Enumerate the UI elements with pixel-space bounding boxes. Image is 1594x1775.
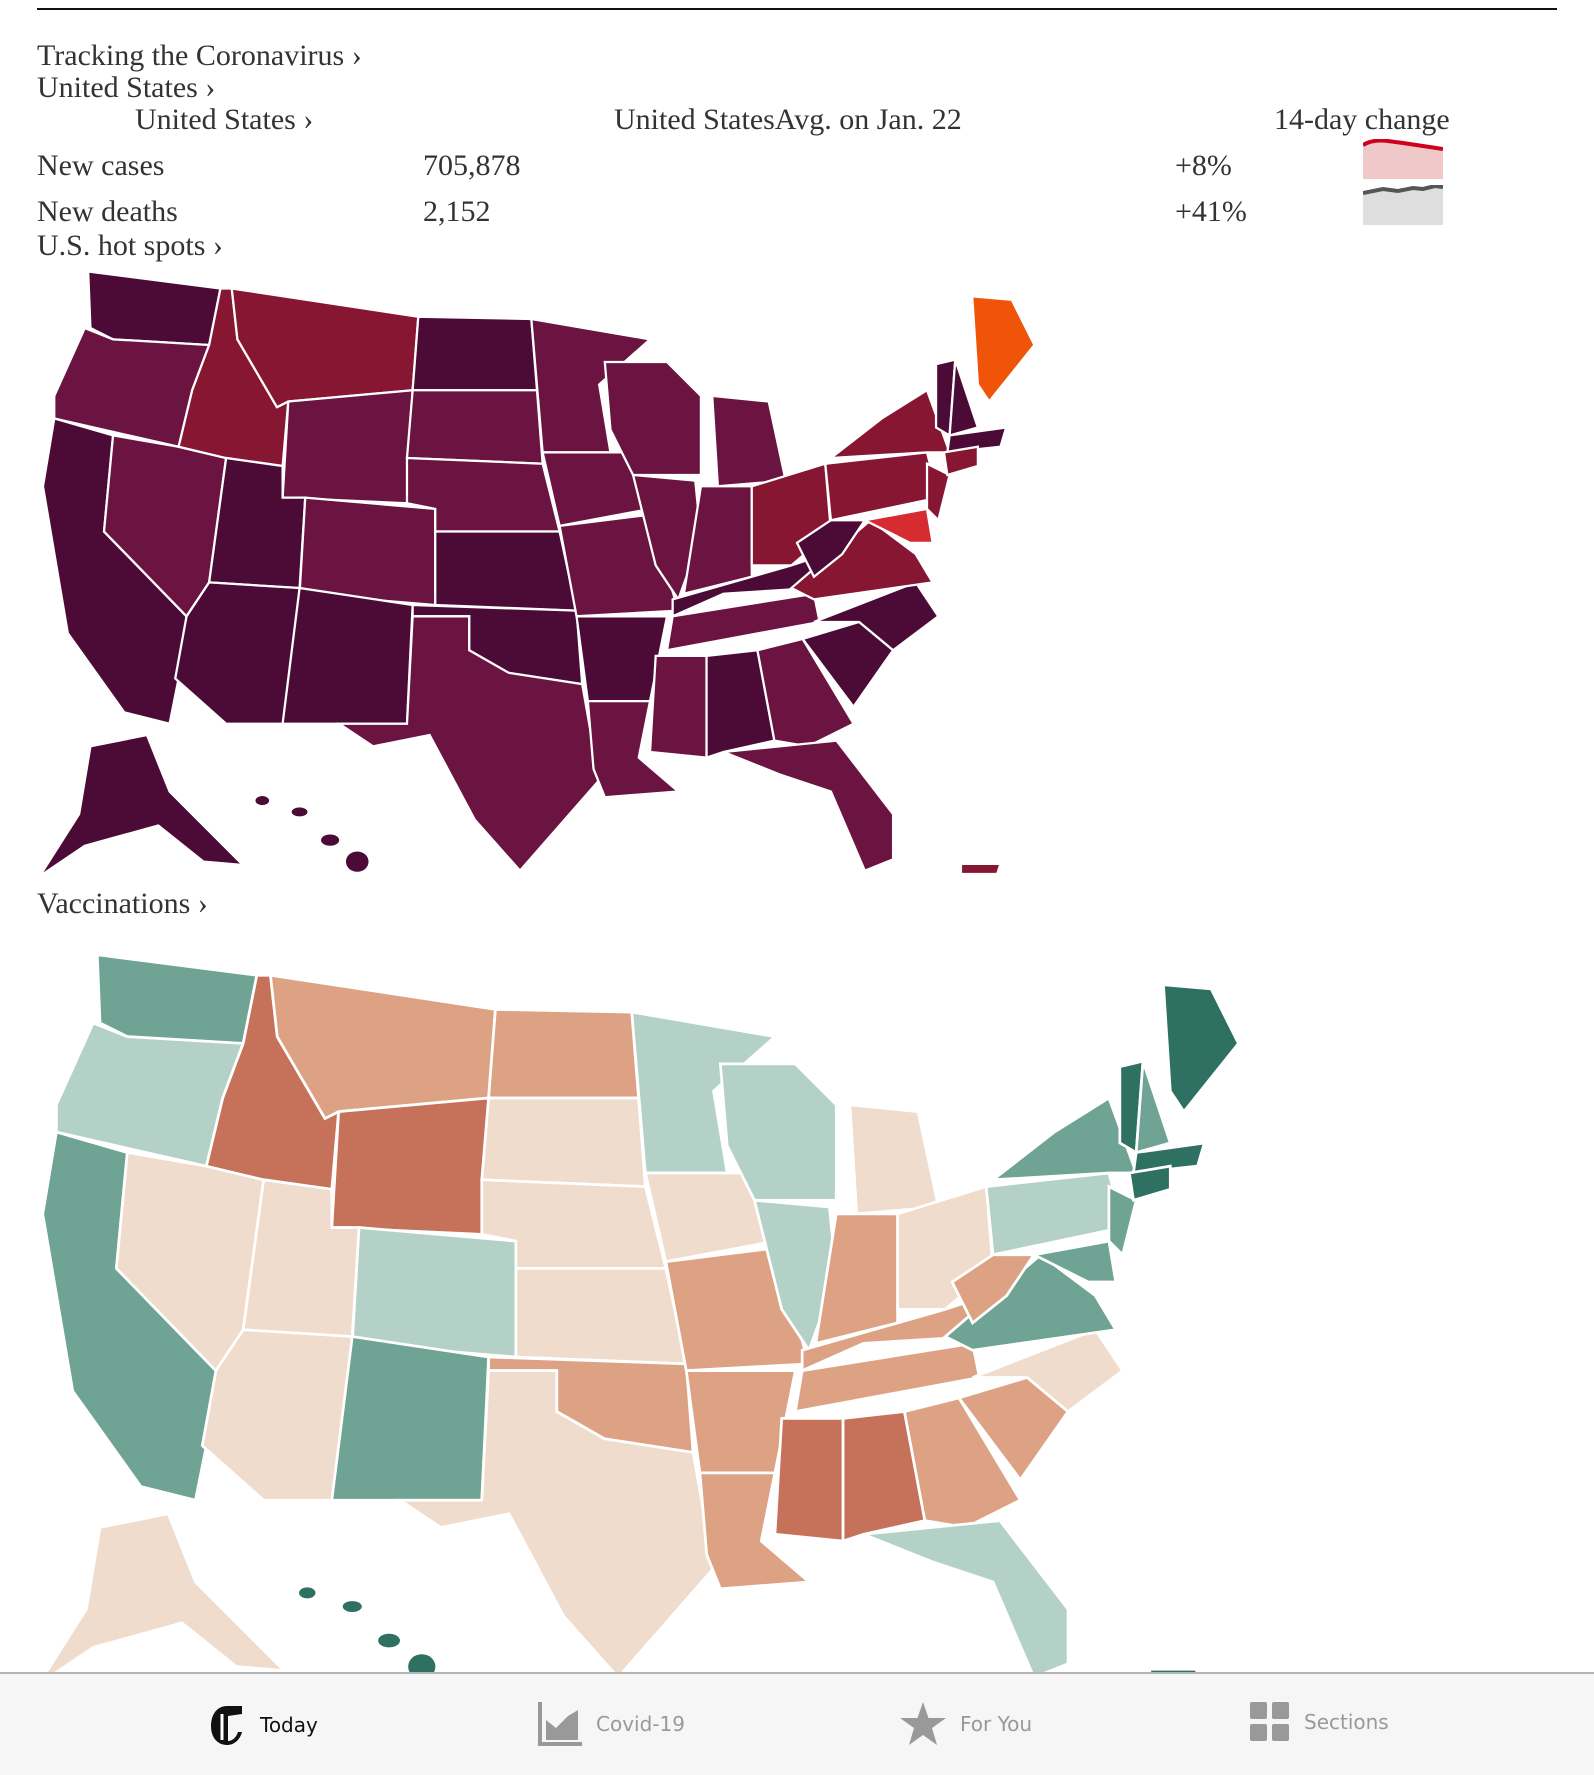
- state-wv[interactable]: [795, 519, 867, 579]
- state-wa[interactable]: [95, 953, 259, 1045]
- state-mn[interactable]: [630, 1010, 778, 1175]
- state-hi[interactable]: [255, 796, 270, 806]
- state-hi[interactable]: [299, 1587, 316, 1599]
- state-ny[interactable]: [827, 388, 952, 460]
- state-nd[interactable]: [411, 315, 539, 392]
- state-me[interactable]: [971, 295, 1036, 404]
- new-cases-value: 705,878: [423, 149, 521, 182]
- state-wa[interactable]: [86, 270, 222, 347]
- state-hi[interactable]: [378, 1633, 400, 1648]
- state-nm[interactable]: [330, 1335, 491, 1502]
- state-nj[interactable]: [925, 461, 951, 523]
- state-ks[interactable]: [434, 530, 578, 612]
- state-nh[interactable]: [1134, 1060, 1173, 1155]
- tab-covid[interactable]: Covid-19: [538, 1702, 685, 1746]
- hotspots-map[interactable]: [38, 270, 1036, 878]
- state-hi[interactable]: [321, 834, 340, 846]
- state-la[interactable]: [586, 699, 682, 799]
- grid-icon: [1250, 1702, 1289, 1741]
- tab-for-you[interactable]: For You: [900, 1702, 1032, 1746]
- state-ms[interactable]: [648, 654, 708, 759]
- state-hi[interactable]: [345, 851, 369, 872]
- state-hi[interactable]: [291, 807, 308, 817]
- new-deaths-sparkline: [1363, 185, 1443, 225]
- state-fl[interactable]: [863, 1519, 1070, 1680]
- state-al[interactable]: [705, 648, 776, 760]
- table-head-avg: United StatesAvg. on Jan. 22: [614, 103, 962, 136]
- star-icon: [900, 1702, 946, 1745]
- state-ma[interactable]: [1131, 1141, 1207, 1175]
- hotspots-link[interactable]: U.S. hot spots ›: [37, 229, 223, 262]
- state-co[interactable]: [350, 1226, 518, 1359]
- tab-for-you-label: For You: [960, 1712, 1033, 1736]
- state-al[interactable]: [841, 1410, 927, 1543]
- new-deaths-change: +41%: [1175, 195, 1247, 228]
- state-ct[interactable]: [942, 445, 980, 477]
- tab-today-label: Today: [260, 1713, 318, 1737]
- state-ct[interactable]: [1127, 1164, 1172, 1202]
- state-ak[interactable]: [37, 1512, 288, 1686]
- state-fl[interactable]: [723, 739, 895, 873]
- state-az[interactable]: [174, 581, 301, 725]
- state-ny[interactable]: [988, 1095, 1139, 1182]
- chart-icon: [538, 1702, 582, 1746]
- state-ms[interactable]: [773, 1417, 845, 1543]
- state-mi[interactable]: [848, 1103, 941, 1216]
- state-nc[interactable]: [813, 581, 940, 652]
- state-sd[interactable]: [405, 389, 544, 465]
- state-wi[interactable]: [718, 1062, 838, 1202]
- state-hi[interactable]: [342, 1601, 362, 1612]
- state-ma[interactable]: [946, 426, 1008, 454]
- state-az[interactable]: [200, 1328, 354, 1502]
- state-la[interactable]: [698, 1471, 813, 1591]
- state-me[interactable]: [1161, 983, 1241, 1114]
- state-tx[interactable]: [335, 615, 601, 873]
- table-head-region[interactable]: United States ›: [135, 103, 314, 136]
- state-md[interactable]: [861, 507, 934, 544]
- nyt-logo-icon: [211, 1706, 242, 1745]
- state-md[interactable]: [1029, 1239, 1118, 1284]
- state-nm[interactable]: [281, 586, 414, 725]
- state-mn[interactable]: [530, 317, 653, 454]
- state-pr[interactable]: [959, 862, 1003, 876]
- state-ga[interactable]: [902, 1396, 1023, 1529]
- state-nh[interactable]: [948, 359, 980, 437]
- country-link[interactable]: United States ›: [37, 71, 216, 104]
- state-mi[interactable]: [711, 394, 788, 488]
- state-nc[interactable]: [972, 1328, 1125, 1414]
- tab-today[interactable]: Today: [208, 1702, 318, 1748]
- tab-sections[interactable]: Sections: [1250, 1702, 1389, 1742]
- tab-covid-label: Covid-19: [596, 1712, 685, 1736]
- top-rule: [37, 8, 1557, 10]
- new-cases-label: New cases: [37, 149, 165, 182]
- new-deaths-value: 2,152: [423, 195, 491, 228]
- state-sd[interactable]: [480, 1096, 647, 1189]
- state-nd[interactable]: [487, 1007, 641, 1100]
- state-wv[interactable]: [950, 1253, 1037, 1326]
- bottom-tab-bar: Today Covid-19 For You Sections: [0, 1672, 1594, 1775]
- new-cases-change: +8%: [1175, 149, 1232, 182]
- state-wi[interactable]: [603, 360, 703, 477]
- state-ga[interactable]: [756, 637, 856, 748]
- tab-sections-label: Sections: [1304, 1710, 1389, 1734]
- tracking-link[interactable]: Tracking the Coronavirus ›: [37, 39, 362, 72]
- state-wy[interactable]: [330, 1096, 491, 1236]
- state-co[interactable]: [298, 496, 437, 607]
- state-wy[interactable]: [281, 388, 414, 505]
- state-nj[interactable]: [1107, 1184, 1138, 1258]
- state-ak[interactable]: [38, 733, 247, 878]
- table-head-change: 14-day change: [1274, 103, 1450, 136]
- vaccination-map[interactable]: [37, 953, 1241, 1686]
- new-deaths-label: New deaths: [37, 195, 178, 228]
- new-cases-sparkline: [1363, 139, 1443, 179]
- vaccinations-link[interactable]: Vaccinations ›: [37, 887, 208, 920]
- state-ks[interactable]: [514, 1267, 688, 1366]
